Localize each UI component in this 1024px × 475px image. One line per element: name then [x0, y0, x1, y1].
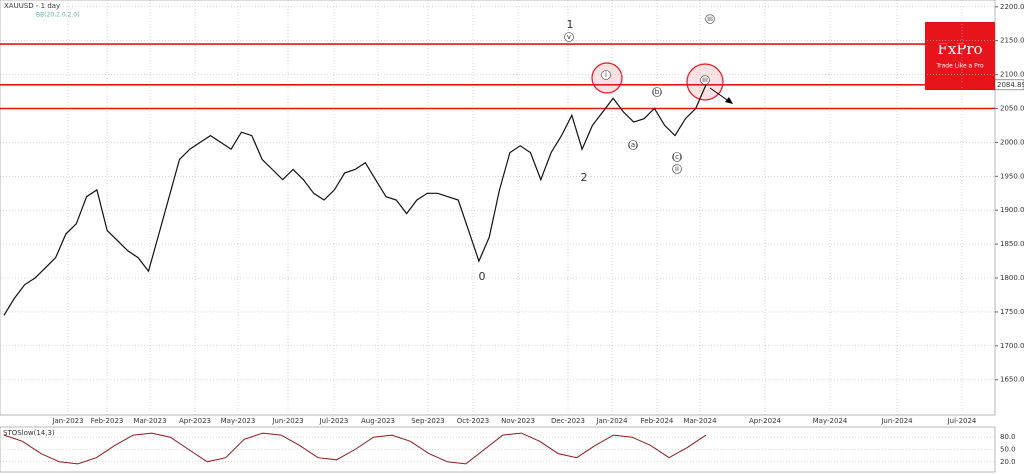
x-tick-label: Mar-2024 [683, 417, 717, 425]
x-tick-label: Feb-2024 [641, 417, 674, 425]
chart-title: XAUUSD - 1 day [4, 2, 60, 10]
annotation: 2 [581, 171, 588, 184]
x-tick-label: May-2023 [221, 417, 256, 425]
annotation: (a) [628, 141, 638, 149]
annotation: (c) [672, 153, 682, 161]
price-line [3, 84, 707, 316]
osc-tick-label: 50.0 [1000, 446, 1016, 454]
y-tick-label: 2200.00 [1000, 3, 1024, 11]
x-tick-label: Aug-2023 [361, 417, 395, 425]
y-tick-label: 2050.00 [1000, 104, 1024, 112]
logo-name: FxPro [937, 40, 982, 58]
annotation: (b) [652, 88, 662, 96]
annotation: ii [675, 165, 679, 173]
annotation: i [605, 71, 607, 79]
arrow-head [725, 97, 733, 104]
osc-tick-label: 80.0 [1000, 433, 1016, 441]
y-tick-label: 1900.00 [1000, 206, 1024, 214]
wave-circle [705, 14, 715, 24]
osc-tick-label: 20.0 [1000, 458, 1016, 466]
annotation: iii [707, 15, 713, 23]
y-tick-label: 2000.00 [1000, 138, 1024, 146]
oscillator-line [3, 432, 707, 465]
plot-frame [0, 0, 996, 416]
annotation: 1 [567, 18, 574, 31]
arrow [709, 87, 731, 103]
oscillator-title: STOSlow(14,3) [3, 429, 55, 437]
y-tick-label: 2100.00 [1000, 71, 1024, 79]
wave-circle [700, 75, 710, 85]
wave-circle [601, 70, 611, 80]
x-tick-label: Apr-2023 [179, 417, 211, 425]
y-tick-label: 1800.00 [1000, 274, 1024, 282]
x-tick-label: Jun-2023 [271, 417, 303, 425]
y-tick-label: 1750.00 [1000, 308, 1024, 316]
wave-circle [628, 140, 638, 150]
x-tick-label: Jan-2024 [595, 417, 628, 425]
x-tick-label: Jul-2023 [319, 417, 349, 425]
x-tick-label: Oct-2023 [457, 417, 489, 425]
wave-circle [672, 152, 682, 162]
annotation: iii [702, 76, 708, 84]
x-tick-label: Jan-2023 [51, 417, 83, 425]
x-tick-label: Nov-2023 [501, 417, 535, 425]
annotation: 0 [479, 270, 486, 283]
last-price-label: 2084.89 [997, 81, 1024, 89]
logo: FxPro Trade Like a Pro [925, 22, 995, 90]
logo-tagline: Trade Like a Pro [935, 63, 984, 70]
logo-box [925, 22, 995, 90]
wave-circle [652, 87, 662, 97]
y-tick-label: 1650.00 [1000, 376, 1024, 384]
x-tick-label: Dec-2023 [551, 417, 585, 425]
x-tick-label: May-2024 [813, 417, 848, 425]
annotation: v [567, 33, 571, 41]
y-tick-label: 1850.00 [1000, 240, 1024, 248]
x-tick-label: Feb-2023 [91, 417, 124, 425]
x-tick-label: Jul-2024 [947, 417, 977, 425]
indicator-label: BB(20,2.0,2.0) [36, 12, 79, 19]
x-tick-label: Sep-2023 [411, 417, 445, 425]
x-tick-label: Jun-2024 [880, 417, 913, 425]
x-tick-label: Mar-2023 [133, 417, 166, 425]
y-tick-label: 2150.00 [1000, 37, 1024, 45]
y-tick-label: 1950.00 [1000, 172, 1024, 180]
last-price-box [994, 79, 1024, 91]
wave-circle [672, 164, 682, 174]
x-tick-label: Apr-2024 [749, 417, 782, 425]
wave-circle [564, 32, 574, 42]
y-tick-label: 1700.00 [1000, 342, 1024, 350]
